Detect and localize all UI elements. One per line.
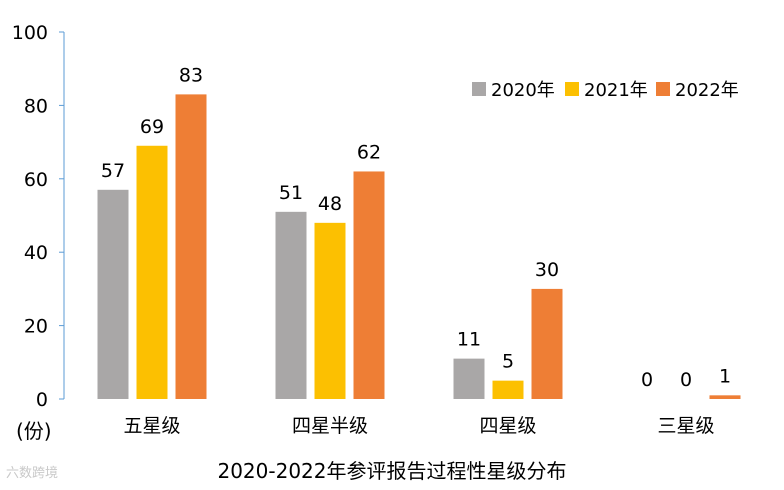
data-label: 0 [641, 369, 653, 391]
bar [97, 189, 129, 399]
legend-swatch [472, 82, 486, 96]
bar [275, 211, 307, 399]
data-label: 51 [279, 182, 303, 204]
data-label: 62 [357, 141, 381, 163]
bar [136, 145, 168, 399]
legend-swatch [656, 82, 670, 96]
data-label: 30 [535, 259, 559, 281]
watermark-text: 六数跨境 [6, 466, 59, 481]
chart-title: 2020-2022年参评报告过程性星级分布 [217, 459, 566, 483]
bar [175, 94, 207, 399]
bar [314, 222, 346, 399]
data-label: 83 [179, 64, 203, 86]
bar [453, 358, 485, 399]
data-label: 48 [318, 193, 342, 215]
bar [492, 380, 524, 399]
bar [709, 395, 741, 399]
category-label: 五星级 [123, 415, 180, 437]
category-label: 四星级 [479, 415, 536, 437]
bar [353, 171, 385, 399]
bar [531, 288, 563, 399]
y-tick-label: 40 [24, 242, 48, 264]
data-label: 0 [680, 369, 692, 391]
bars [97, 94, 741, 399]
legend: 2020年 2021年 2022年 [472, 80, 739, 101]
legend-label: 2020年 [491, 80, 555, 101]
data-label: 69 [140, 116, 164, 138]
category-labels: 五星级 四星半级 四星级 三星级 [123, 415, 714, 437]
y-tick-label: 0 [36, 389, 48, 411]
legend-swatch [565, 82, 579, 96]
data-label: 5 [502, 351, 514, 373]
data-label: 1 [719, 365, 731, 387]
legend-label: 2021年 [584, 80, 648, 101]
y-axis: 0 20 40 60 80 100 [12, 22, 65, 411]
y-tick-label: 100 [12, 22, 48, 44]
y-tick-label: 80 [24, 95, 48, 117]
y-tick-label: 60 [24, 169, 48, 191]
data-label: 11 [457, 329, 481, 351]
data-labels: 57 51 11 0 69 48 5 0 83 62 30 1 [101, 64, 731, 391]
category-label: 三星级 [657, 415, 714, 437]
y-unit-label: (份) [16, 419, 52, 443]
data-label: 57 [101, 160, 125, 182]
legend-label: 2022年 [675, 80, 739, 101]
y-tick-label: 20 [24, 316, 48, 338]
category-label: 四星半级 [292, 415, 368, 437]
